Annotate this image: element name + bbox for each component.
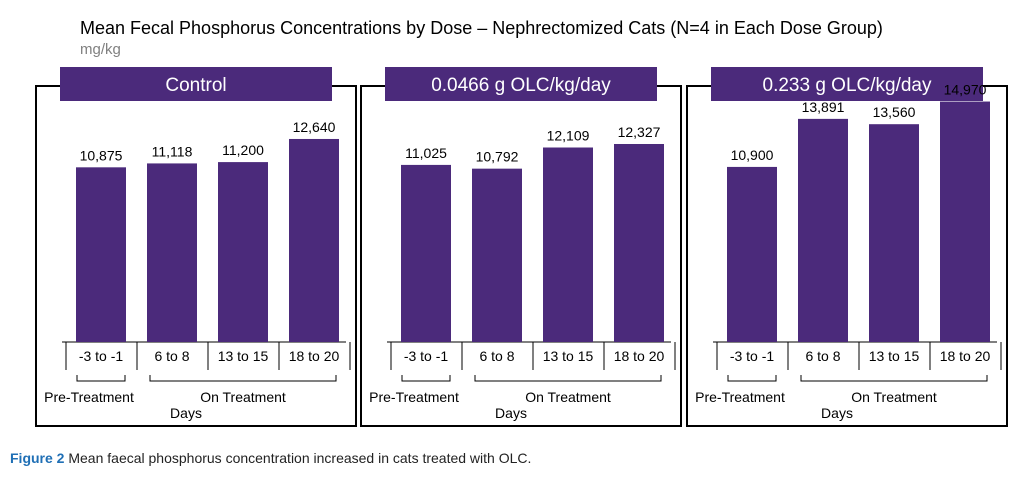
data-label: 13,891 bbox=[802, 99, 845, 115]
bar bbox=[940, 101, 990, 342]
data-label: 12,109 bbox=[547, 127, 590, 143]
chart-panel: 0.233 g OLC/kg/day 10,900 13,891 13,560 14,9… bbox=[686, 67, 1008, 427]
data-label: 13,560 bbox=[873, 104, 916, 120]
data-label: 11,118 bbox=[152, 143, 193, 159]
bar bbox=[727, 166, 777, 342]
on-treatment-bracket bbox=[149, 375, 337, 382]
tick-label: 6 to 8 bbox=[154, 348, 189, 364]
caption-text: Mean faecal phosphorus concentration inc… bbox=[64, 450, 531, 466]
bar bbox=[401, 164, 451, 342]
x-axis-label: Days bbox=[821, 405, 853, 421]
data-label: 14,970 bbox=[944, 82, 987, 98]
chart-panel: Control 10,875 11,118 11,200 12,640 -3 to -1 6… bbox=[35, 67, 357, 427]
tick-label: 6 to 8 bbox=[805, 348, 840, 364]
tick-label: -3 to -1 bbox=[404, 348, 449, 364]
on-treatment-label: On Treatment bbox=[200, 389, 286, 405]
x-axis-label: Days bbox=[495, 405, 527, 421]
bar bbox=[869, 124, 919, 342]
pre-treatment-bracket bbox=[401, 375, 451, 382]
panel-header bbox=[385, 67, 657, 101]
tick-label: 13 to 15 bbox=[218, 348, 269, 364]
panels: Control 10,875 11,118 11,200 12,640 -3 to -1 6… bbox=[35, 67, 1008, 427]
bar bbox=[76, 167, 126, 342]
tick-label: 18 to 20 bbox=[289, 348, 340, 364]
data-label: 11,200 bbox=[222, 142, 264, 158]
bar bbox=[289, 138, 339, 342]
panel-header bbox=[711, 67, 983, 101]
bar bbox=[218, 162, 268, 342]
bar bbox=[798, 118, 848, 342]
data-label: 10,792 bbox=[476, 149, 519, 165]
data-label: 12,327 bbox=[618, 124, 661, 140]
on-treatment-label: On Treatment bbox=[525, 389, 611, 405]
data-label: 12,640 bbox=[293, 119, 336, 135]
tick-label: 13 to 15 bbox=[869, 348, 920, 364]
panel-title: 0.0466 g OLC/kg/day bbox=[431, 75, 611, 96]
pre-treatment-bracket bbox=[76, 375, 126, 382]
data-label: 10,900 bbox=[731, 147, 774, 163]
chart-title: Mean Fecal Phosphorus Concentrations by … bbox=[80, 18, 883, 38]
on-treatment-label: On Treatment bbox=[851, 389, 937, 405]
x-axis-label: Days bbox=[170, 405, 202, 421]
pre-treatment-label: Pre-Treatment bbox=[695, 389, 785, 405]
figure-caption: Figure 2 Mean faecal phosphorus concentr… bbox=[10, 450, 531, 466]
tick-label: 6 to 8 bbox=[479, 348, 514, 364]
tick-label: 18 to 20 bbox=[614, 348, 665, 364]
panel-title: 0.233 g OLC/kg/day bbox=[763, 75, 932, 96]
pre-treatment-bracket bbox=[727, 375, 777, 382]
on-treatment-bracket bbox=[800, 375, 988, 382]
panel-header bbox=[60, 67, 332, 101]
pre-treatment-label: Pre-Treatment bbox=[44, 389, 134, 405]
tick-label: -3 to -1 bbox=[730, 348, 775, 364]
tick-label: -3 to -1 bbox=[79, 348, 124, 364]
data-label: 10,875 bbox=[80, 147, 123, 163]
bar bbox=[472, 168, 522, 342]
panel-title: Control bbox=[165, 75, 226, 96]
caption-label: Figure 2 bbox=[10, 450, 65, 466]
chart-panel: 0.0466 g OLC/kg/day 11,025 10,792 12,109 12,… bbox=[360, 67, 682, 427]
tick-label: 18 to 20 bbox=[940, 348, 991, 364]
bar bbox=[614, 143, 664, 342]
pre-treatment-label: Pre-Treatment bbox=[369, 389, 459, 405]
bar bbox=[147, 163, 197, 342]
bar bbox=[543, 147, 593, 342]
unit-label: mg/kg bbox=[80, 41, 121, 58]
on-treatment-bracket bbox=[474, 375, 662, 382]
data-label: 11,025 bbox=[405, 145, 447, 161]
tick-label: 13 to 15 bbox=[543, 348, 594, 364]
